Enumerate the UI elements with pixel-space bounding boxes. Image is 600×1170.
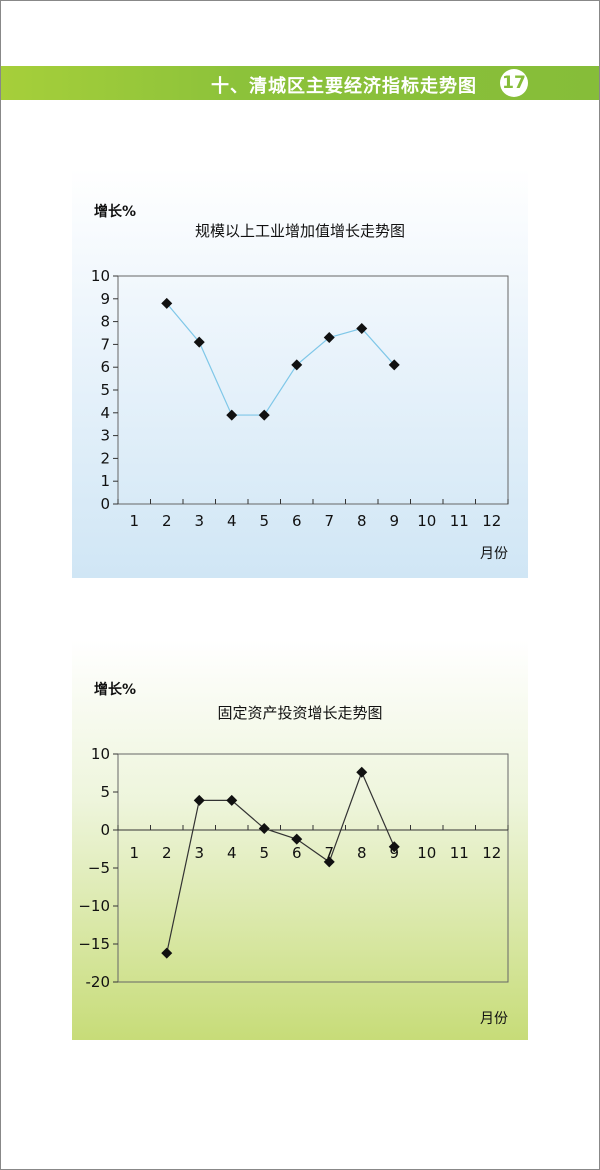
y-tick-label: 3: [100, 427, 110, 445]
page-title: 十、清城区主要经济指标走势图: [211, 76, 477, 97]
y-tick-label: −15: [78, 935, 110, 953]
y-tick-label: 0: [100, 821, 110, 839]
data-point-marker: [193, 794, 205, 806]
y-axis-label: 增长%: [94, 681, 136, 698]
page-number-badge: 17: [500, 69, 528, 97]
x-tick-label: 9: [389, 512, 399, 530]
x-tick-label: 7: [324, 844, 334, 862]
y-tick-label: 1: [100, 472, 110, 490]
y-tick-label: -20: [86, 973, 111, 991]
y-tick-label: 5: [100, 783, 110, 801]
y-tick-label: 7: [100, 335, 110, 353]
x-tick-label: 11: [450, 512, 469, 530]
data-point-marker: [161, 297, 173, 309]
y-tick-label: 2: [100, 449, 110, 467]
x-tick-label: 4: [227, 844, 237, 862]
data-point-marker: [388, 359, 400, 371]
data-point-marker: [258, 822, 270, 834]
chart-panel-industrial: 增长% 规模以上工业增加值增长走势图 月份 0 1 2 3 4 5 6 7 8 9 10 1 2 3 4 5 6 7 8 9…: [72, 168, 528, 578]
y-tick-label: 4: [100, 404, 110, 422]
x-tick-label: 10: [417, 844, 436, 862]
series-line: [166, 302, 395, 416]
chart-title: 固定资产投资增长走势图: [217, 704, 382, 722]
x-tick-label: 12: [482, 512, 501, 530]
chart-title: 规模以上工业增加值增长走势图: [195, 222, 405, 240]
x-tick-label: 1: [129, 844, 139, 862]
x-tick-label: 2: [162, 844, 172, 862]
data-point-marker: [323, 332, 335, 344]
y-axis-label: 增长%: [94, 203, 136, 220]
chart-panel-investment: 增长% 固定资产投资增长走势图 月份 10 5 0 −5 −10 −15 -20 1 2 3 4 5 6 7 8 9…: [72, 640, 528, 1040]
data-point-marker: [161, 947, 173, 959]
data-point-marker: [356, 322, 368, 334]
data-point-marker: [226, 409, 238, 421]
y-tick-label: 8: [100, 313, 110, 331]
x-tick-label: 7: [324, 512, 334, 530]
x-tick-label: 3: [194, 844, 204, 862]
x-tick-label: 3: [194, 512, 204, 530]
data-point-marker: [388, 841, 400, 853]
data-point-marker: [323, 856, 335, 868]
data-point-marker: [291, 833, 303, 845]
data-point-marker: [356, 766, 368, 778]
x-tick-label: 4: [227, 512, 237, 530]
y-tick-label: 6: [100, 358, 110, 376]
x-tick-label: 6: [292, 844, 302, 862]
x-tick-label: 12: [482, 844, 501, 862]
plot-area-frame: [117, 275, 509, 505]
x-tick-label: 10: [417, 512, 436, 530]
x-tick-label: 5: [259, 844, 269, 862]
y-tick-label: −10: [78, 897, 110, 915]
data-point-marker: [193, 336, 205, 348]
header-banner: 十、清城区主要经济指标走势图 17: [1, 66, 599, 100]
data-point-marker: [258, 409, 270, 421]
x-axis-label: 月份: [480, 546, 508, 562]
y-tick-label: 0: [100, 495, 110, 513]
x-tick-label: 8: [357, 512, 367, 530]
y-tick-label: −5: [88, 859, 110, 877]
y-tick-label: 9: [100, 290, 110, 308]
plot-area-frame: [117, 753, 509, 983]
data-point-marker: [226, 794, 238, 806]
x-tick-label: 5: [259, 512, 269, 530]
y-tick-label: 5: [100, 381, 110, 399]
x-tick-label: 2: [162, 512, 172, 530]
x-axis-label: 月份: [480, 1011, 508, 1027]
x-tick-label: 1: [129, 512, 139, 530]
x-tick-label: 9: [389, 844, 399, 862]
x-tick-label: 8: [357, 844, 367, 862]
y-tick-label: 10: [91, 267, 110, 285]
x-tick-label: 6: [292, 512, 302, 530]
data-point-marker: [291, 359, 303, 371]
y-tick-label: 10: [91, 745, 110, 763]
x-tick-label: 11: [450, 844, 469, 862]
